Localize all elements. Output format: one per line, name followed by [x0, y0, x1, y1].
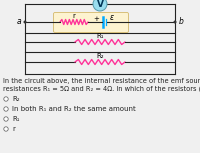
Text: R₂: R₂	[96, 53, 104, 59]
Circle shape	[4, 127, 8, 131]
Text: ε: ε	[110, 13, 114, 22]
Text: R₂: R₂	[12, 96, 20, 102]
Circle shape	[174, 21, 177, 24]
Circle shape	[93, 0, 107, 11]
Text: R₁: R₁	[12, 116, 20, 122]
Text: V: V	[96, 0, 104, 9]
Text: R₁: R₁	[96, 33, 104, 39]
FancyBboxPatch shape	[54, 13, 128, 32]
Text: b: b	[179, 17, 183, 26]
Circle shape	[4, 117, 8, 121]
Circle shape	[4, 97, 8, 101]
Text: a: a	[17, 17, 21, 26]
Circle shape	[4, 107, 8, 111]
Text: In the circuit above, the internal resistance of the emf source is r = 1.3Ω and : In the circuit above, the internal resis…	[3, 78, 200, 93]
Text: r: r	[73, 13, 75, 19]
Text: In both R₁ and R₂ the same amount: In both R₁ and R₂ the same amount	[12, 106, 136, 112]
Text: +: +	[93, 16, 99, 22]
Text: r: r	[12, 126, 15, 132]
Circle shape	[24, 21, 26, 24]
